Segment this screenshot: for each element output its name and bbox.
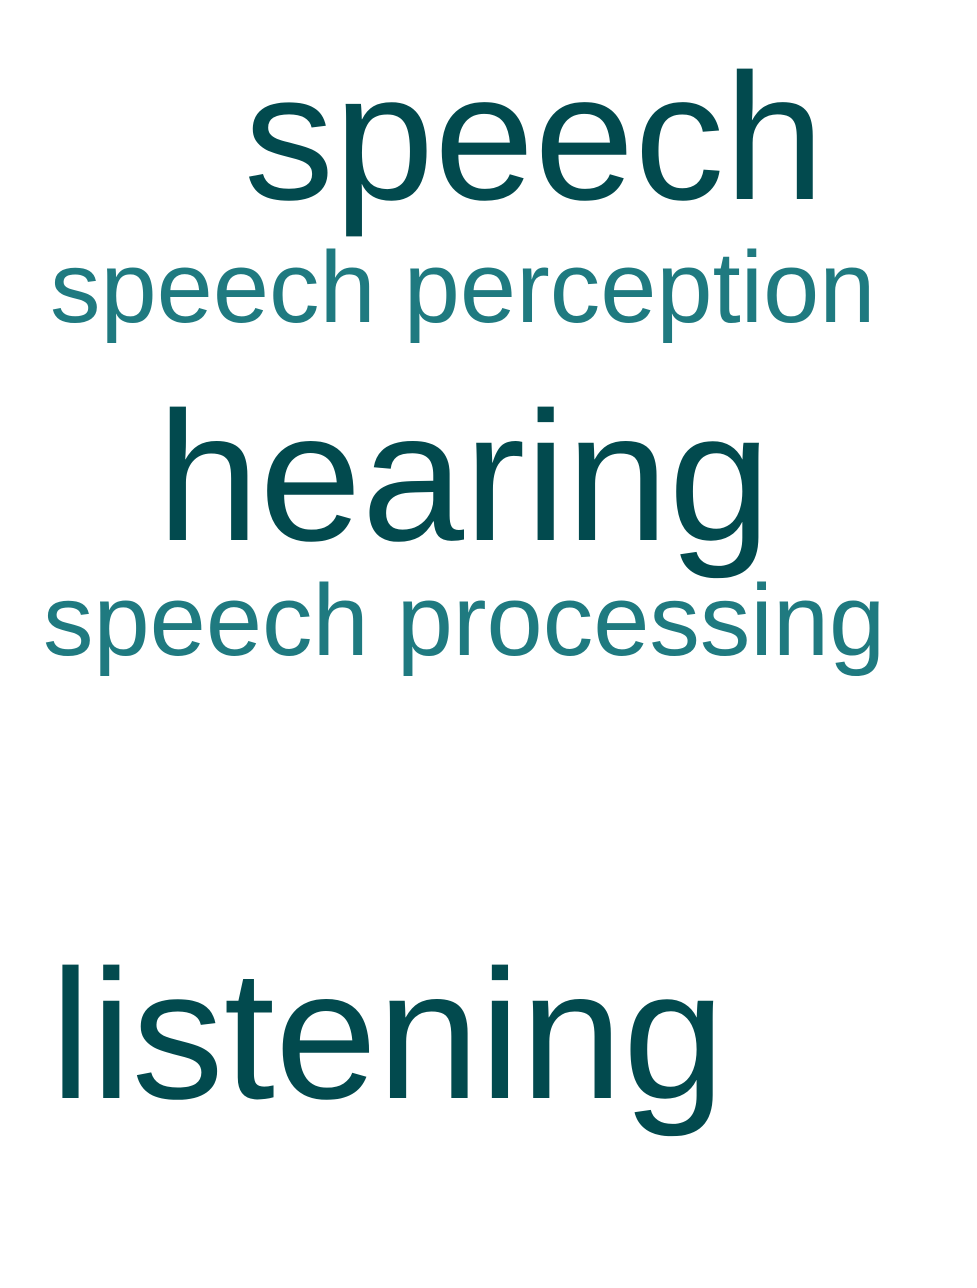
word-hearing: hearing	[157, 373, 771, 579]
word-listening: listening	[50, 931, 726, 1137]
word-speech-processing: speech processing	[43, 565, 886, 677]
word-speech: speech	[244, 37, 825, 238]
word-speech-perception: speech perception	[50, 232, 876, 344]
